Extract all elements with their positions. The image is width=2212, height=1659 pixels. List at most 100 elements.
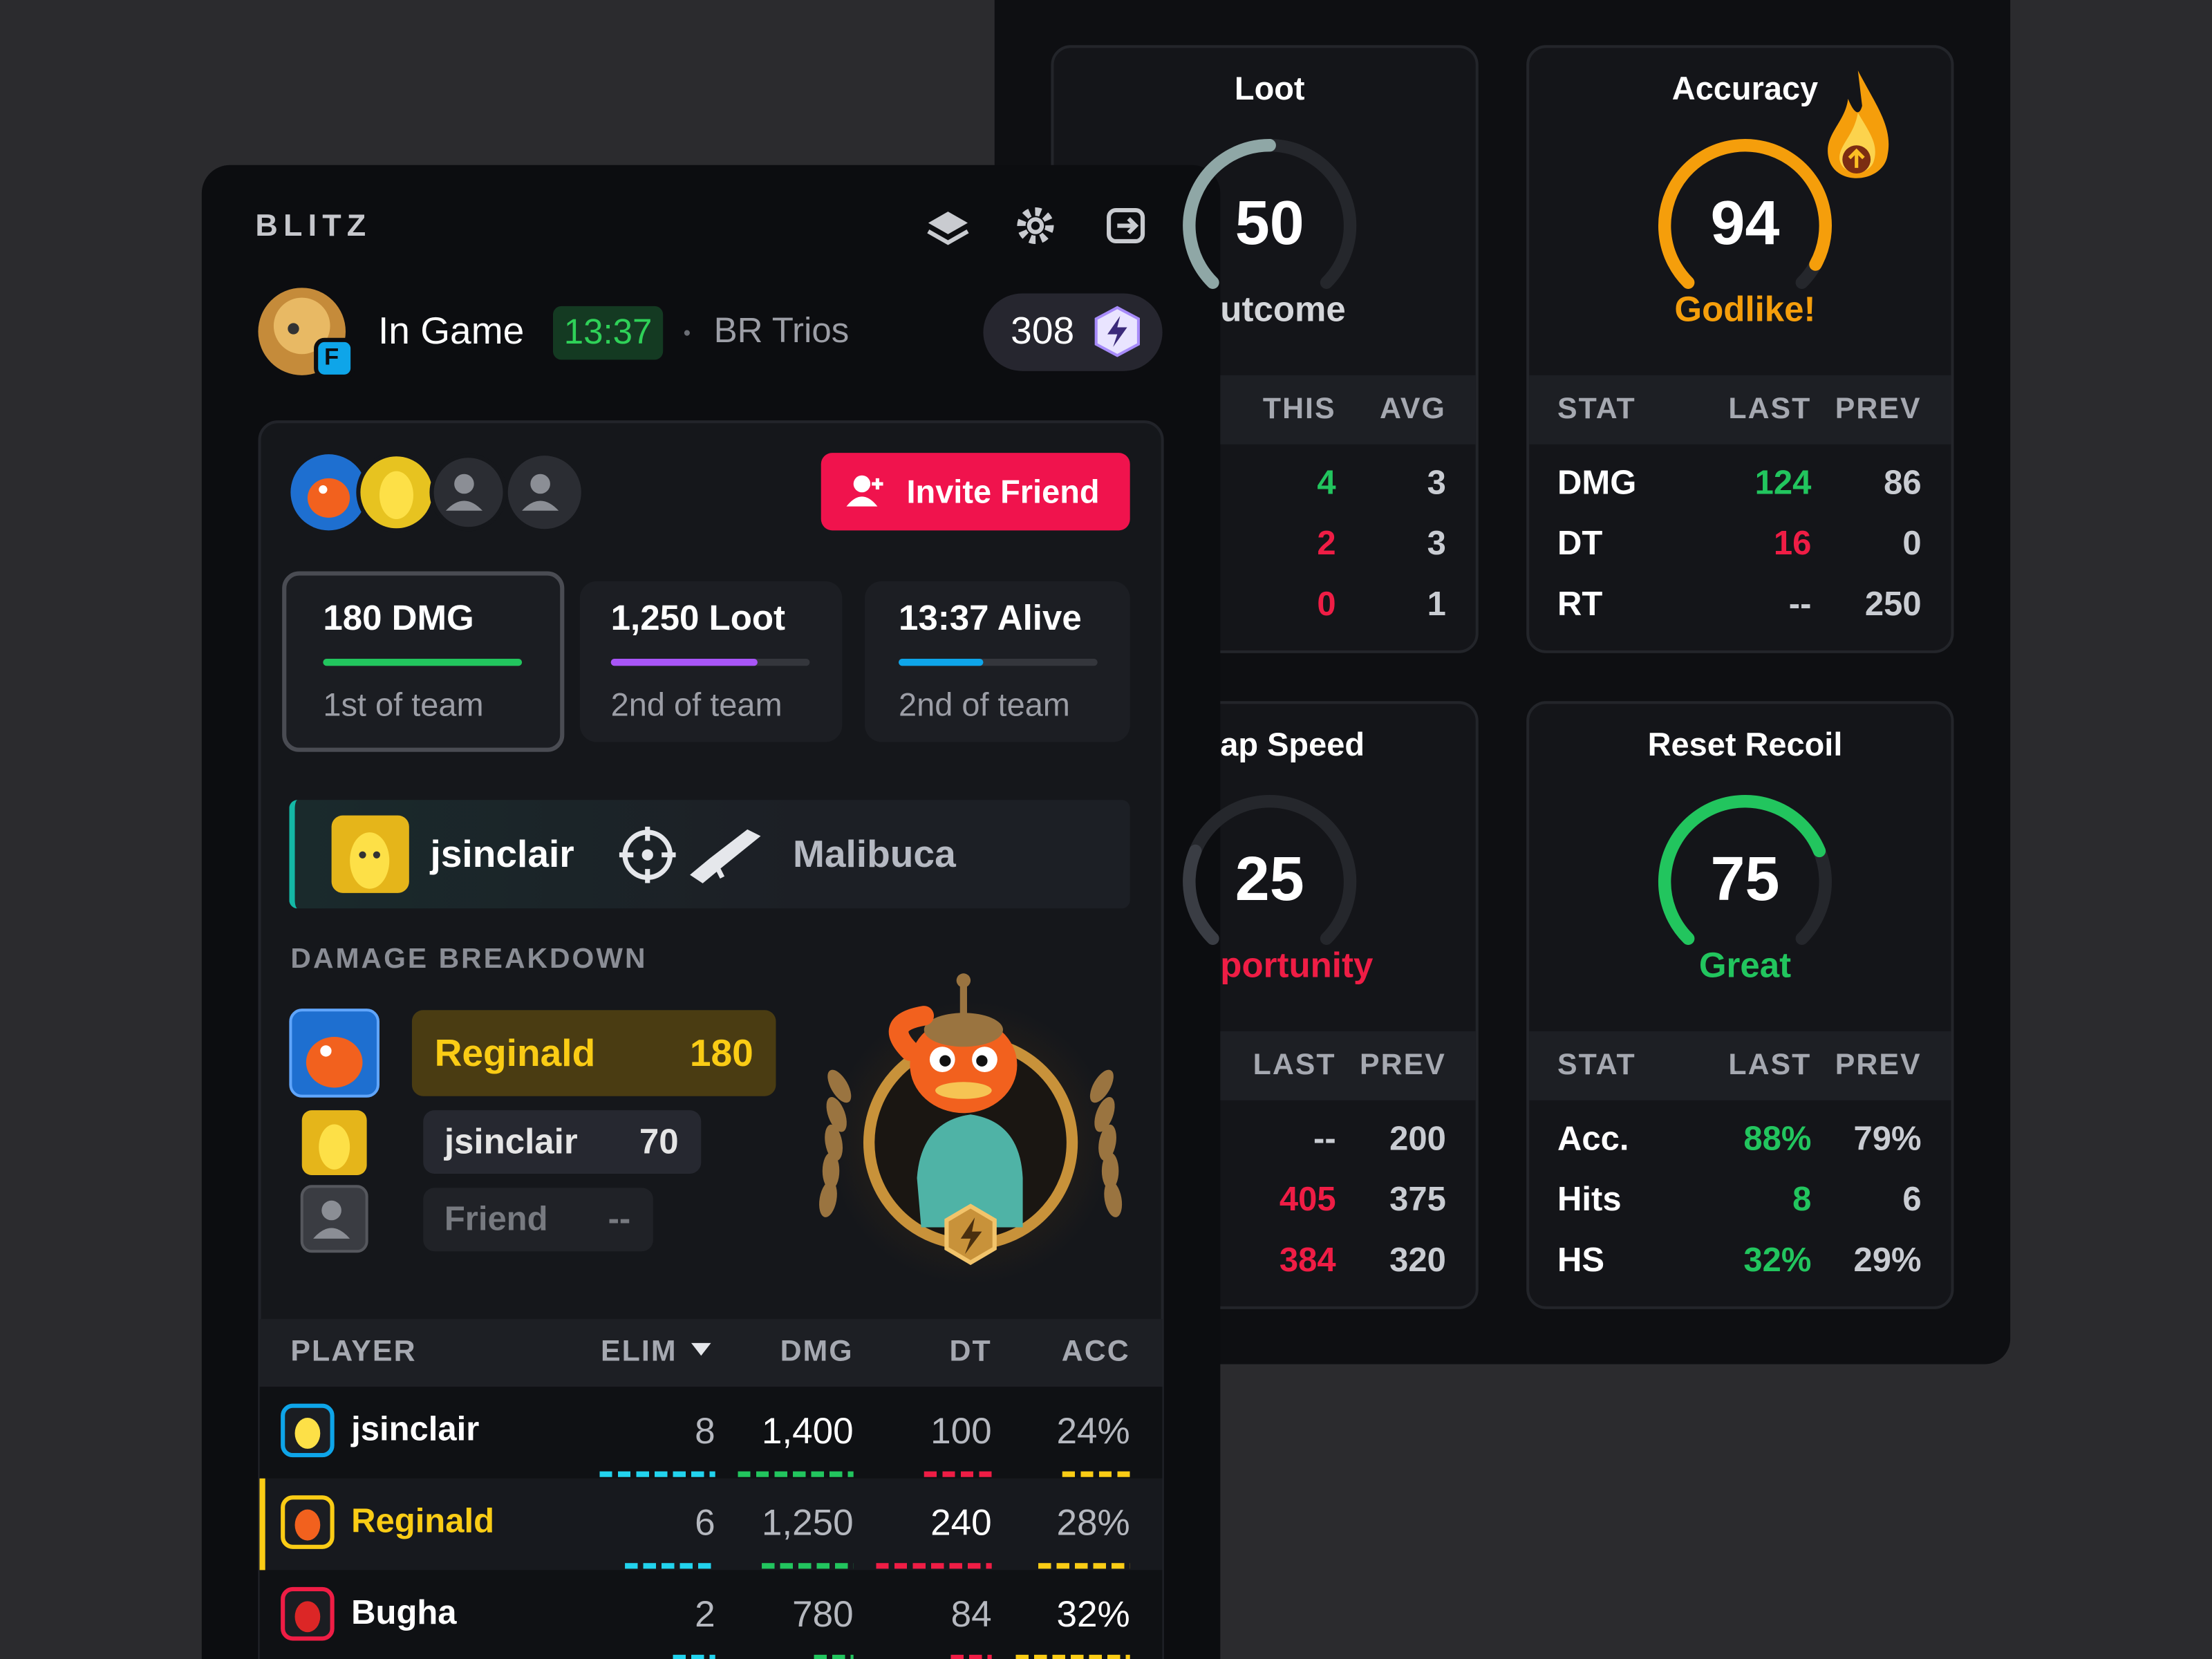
section-title: DAMAGE BREAKDOWN [290, 944, 648, 975]
card-title: Accuracy [1671, 70, 1819, 107]
kill-icons [619, 826, 761, 883]
progress-track [898, 659, 1098, 666]
table-cell: 780 [792, 1593, 854, 1635]
summary-value: 13:37 Alive [898, 599, 1082, 639]
stat-cell: Hits [1557, 1181, 1622, 1219]
column-header: PREV [1835, 393, 1922, 426]
stat-bar [876, 1563, 992, 1569]
victim-name: Malibuca [792, 833, 956, 876]
gauge-arc [1183, 139, 1276, 289]
invite-label: Invite Friend [906, 473, 1100, 510]
column-header: DT [949, 1335, 992, 1368]
table-cell: 240 [930, 1501, 992, 1544]
separator-dot [684, 330, 690, 336]
stat-bar [599, 1471, 715, 1477]
column-header: DMG [780, 1335, 854, 1368]
table-cell: 84 [950, 1593, 992, 1635]
stat-bar [762, 1563, 854, 1569]
stat-cell: 250 [1864, 585, 1922, 624]
column-header: LAST [1728, 393, 1812, 426]
column-header: ELIM [601, 1335, 677, 1368]
gauge-arc [1658, 139, 1832, 289]
summary-rank: 2nd of team [610, 686, 782, 723]
game-mode: BR Trios [713, 310, 850, 351]
breakdown-name: Friend [444, 1200, 548, 1239]
table-cell: 1,250 [761, 1501, 854, 1544]
stat-cell: -- [1313, 1120, 1336, 1159]
invite-button[interactable] [821, 453, 1130, 531]
gauge-arc [1183, 844, 1219, 945]
stat-bar [1062, 1471, 1130, 1477]
stat-cell: 1 [1427, 585, 1446, 624]
header-icons [927, 207, 1145, 245]
stat-cell: 3 [1427, 464, 1446, 503]
gauge [1183, 795, 1357, 945]
stat-bar [950, 1654, 992, 1659]
stat-cell: DT [1557, 525, 1603, 563]
stat-cell: 8 [1792, 1181, 1812, 1219]
column-header: THIS [1262, 393, 1336, 426]
table-header [259, 1319, 1163, 1387]
stat-cell: 2 [1317, 525, 1336, 563]
summary-rank: 2nd of team [898, 686, 1070, 723]
table-row [259, 1570, 1163, 1659]
gauge [1658, 795, 1832, 945]
stat-cell: RT [1557, 585, 1603, 624]
squad-avatars [290, 452, 581, 533]
verdict: portunity [1220, 946, 1374, 986]
player-name: Bugha [351, 1594, 457, 1633]
stat-cell: Acc. [1557, 1120, 1629, 1159]
progress-fill [323, 659, 523, 666]
stat-cell: 384 [1279, 1241, 1336, 1280]
stat-cell: 320 [1389, 1241, 1446, 1280]
mvp-illustration [819, 973, 1123, 1284]
fire-icon [1828, 71, 1889, 178]
stat-cell: 16 [1773, 525, 1812, 563]
table-cell: 6 [695, 1501, 715, 1544]
stat-cell: 32% [1743, 1241, 1812, 1280]
stat-cell: 29% [1853, 1241, 1922, 1280]
highlight-row [259, 1478, 1163, 1571]
stat-bar [738, 1471, 854, 1477]
verdict: Great [1698, 946, 1792, 986]
stat-cell: 3 [1427, 525, 1446, 563]
stat-cell: 0 [1902, 525, 1922, 563]
gauge-score: 75 [1710, 845, 1780, 915]
column-header: AVG [1380, 393, 1446, 426]
card-header-band [1529, 1031, 1951, 1100]
table-cell: 2 [695, 1593, 715, 1635]
breakdown-avatars [289, 1009, 379, 1253]
breakdown-value: 70 [639, 1122, 679, 1162]
breakdown-value: -- [608, 1200, 631, 1239]
stat-bar [1015, 1654, 1130, 1659]
stat-bar [673, 1654, 715, 1659]
column-header: LAST [1728, 1049, 1812, 1082]
stat-cell: 200 [1389, 1120, 1446, 1159]
game-timer: 13:37 [563, 312, 653, 353]
gauge-score: 94 [1710, 189, 1780, 259]
column-header: STAT [1557, 1049, 1636, 1082]
verdict: Godlike! [1674, 290, 1816, 330]
summary-rank: 1st of team [323, 686, 484, 723]
row-avatar [281, 1495, 335, 1549]
column-header: PREV [1835, 1049, 1922, 1082]
brand: BLITZ [255, 207, 372, 243]
stat-cell: DMG [1557, 464, 1637, 503]
stat-cell: 405 [1279, 1181, 1336, 1219]
stat-cell: HS [1557, 1241, 1605, 1280]
timer-chip [552, 306, 664, 360]
player-name: Reginald [351, 1502, 494, 1541]
column-header: LAST [1253, 1049, 1336, 1082]
card-title: ap Speed [1220, 725, 1365, 763]
stat-cell: 6 [1902, 1181, 1922, 1219]
player-avatar [258, 288, 355, 379]
gauge-score: 50 [1235, 189, 1304, 259]
row-avatar [281, 1586, 335, 1641]
progress-fill [898, 659, 984, 666]
table-cell: 1,400 [761, 1409, 854, 1452]
points-icon [1094, 306, 1140, 357]
player-name: jsinclair [351, 1410, 480, 1449]
stat-bar [1038, 1563, 1130, 1569]
stat-cell: 79% [1853, 1120, 1922, 1159]
